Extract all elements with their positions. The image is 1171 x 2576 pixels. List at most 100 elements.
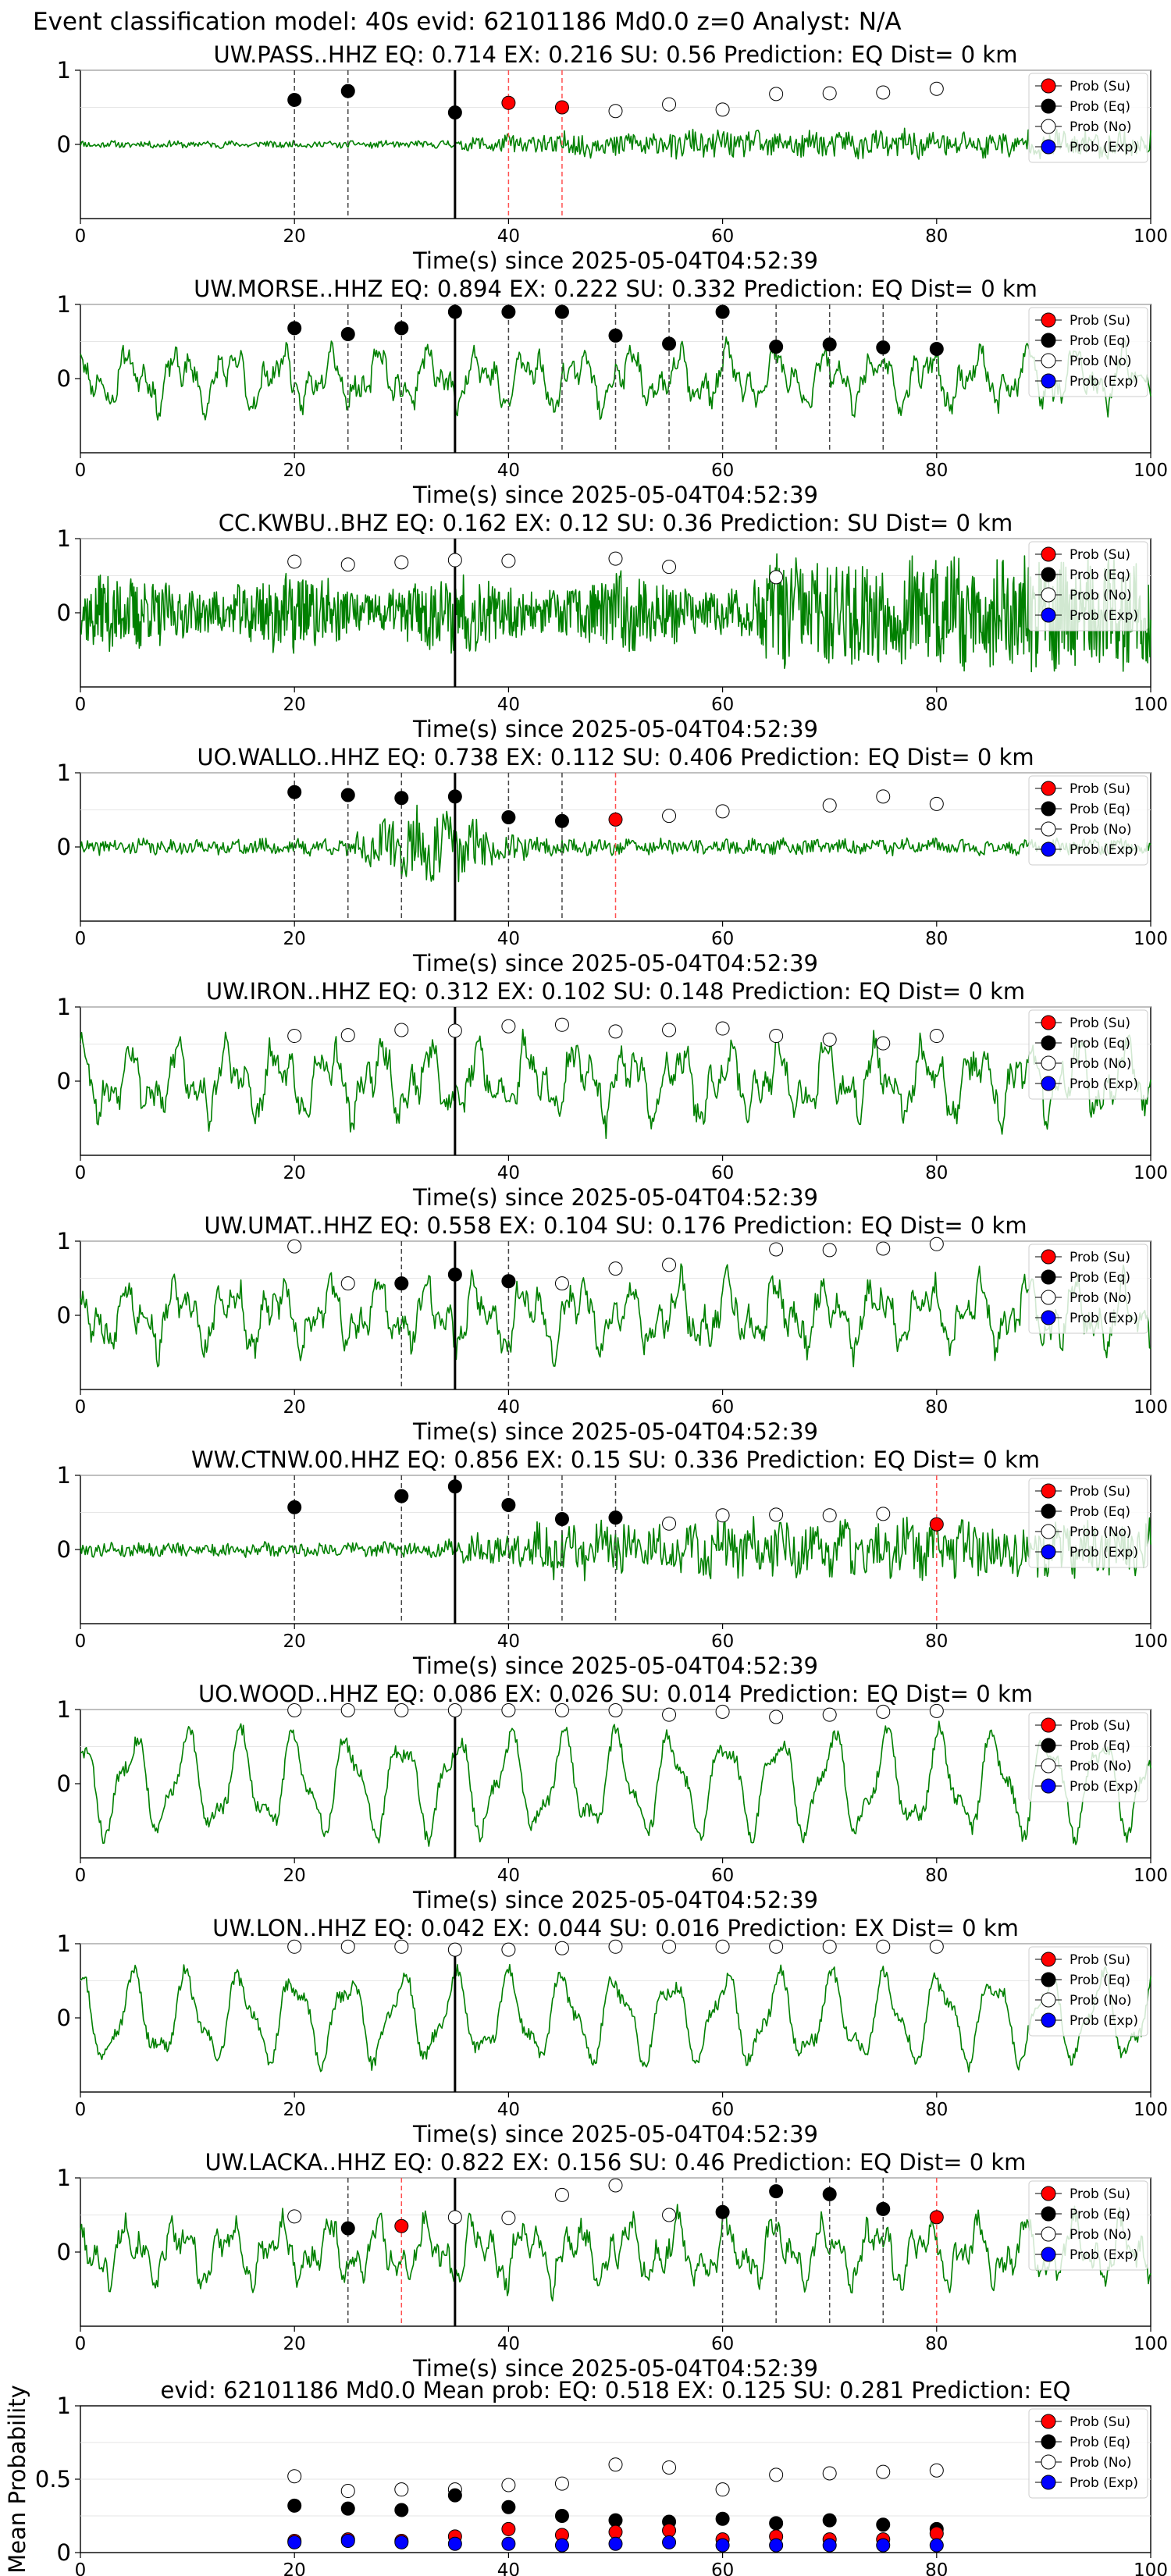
probability-point-no [662, 97, 677, 112]
panel-title: UW.MORSE..HHZ EQ: 0.894 EX: 0.222 SU: 0.… [194, 276, 1038, 302]
legend-marker-eq [1041, 98, 1056, 114]
legend-marker-no [1041, 119, 1056, 134]
panel-title: UW.LACKA..HHZ EQ: 0.822 EX: 0.156 SU: 0.… [205, 2149, 1027, 2176]
x-tick-label: 60 [711, 929, 734, 949]
y-tick-label: 1 [57, 2393, 71, 2419]
probability-point-su [608, 812, 623, 827]
legend-label-eq: Prob (Eq) [1070, 99, 1130, 115]
x-axis-label: Time(s) since 2025-05-04T04:52:39 [412, 2121, 818, 2147]
x-tick-label: 100 [1134, 929, 1168, 949]
x-tick-label: 0 [75, 1163, 87, 1183]
legend-label-su: Prob (Su) [1070, 313, 1130, 329]
mean-probability-point-eq [876, 2517, 891, 2532]
y-tick-label: 1 [57, 994, 71, 1020]
x-tick-label: 100 [1134, 2560, 1168, 2576]
x-tick-label: 80 [925, 2334, 948, 2354]
legend-label-eq: Prob (Eq) [1070, 1504, 1130, 1520]
probability-point-no [876, 1507, 891, 1521]
probability-point-eq [554, 1512, 569, 1527]
x-tick-label: 60 [711, 2100, 734, 2120]
mean-probability-point-eq [394, 2503, 409, 2517]
y-tick-label: 0 [57, 2539, 71, 2566]
legend-marker-eq [1041, 1972, 1056, 1987]
y-tick-label: 0 [57, 1302, 71, 1329]
x-tick-label: 20 [283, 695, 306, 715]
mean-probability-point-exp [929, 2538, 944, 2553]
x-tick-label: 80 [925, 1397, 948, 1418]
probability-point-eq [394, 321, 409, 336]
mean-probability-point-su [662, 2523, 677, 2538]
probability-point-no [715, 1704, 730, 1719]
probability-point-no [822, 1243, 837, 1258]
legend-label-su: Prob (Su) [1070, 547, 1130, 563]
x-tick-label: 80 [925, 226, 948, 247]
probability-point-no [287, 1029, 302, 1044]
legend-label-no: Prob (No) [1070, 1993, 1132, 2008]
x-tick-label: 20 [283, 2560, 306, 2576]
legend-label-su: Prob (Su) [1070, 2414, 1130, 2430]
x-tick-label: 80 [925, 2100, 948, 2120]
legend: Prob (Su) Prob (Eq) Prob (No) Prob (Exp) [1028, 541, 1148, 632]
legend-marker-exp [1041, 1778, 1056, 1794]
station-panel: CC.KWBU..BHZ EQ: 0.162 EX: 0.12 SU: 0.36… [57, 510, 1168, 742]
probability-point-no [876, 789, 891, 804]
probability-point-no [287, 1939, 302, 1954]
probability-point-no [447, 1023, 462, 1038]
station-panel: UW.LACKA..HHZ EQ: 0.822 EX: 0.156 SU: 0.… [57, 2149, 1168, 2382]
probability-point-no [394, 1939, 409, 1954]
probability-point-no [876, 1939, 891, 1954]
probability-point-no [769, 1029, 784, 1044]
x-tick-label: 0 [75, 2560, 87, 2576]
probability-point-no [929, 1939, 944, 1954]
legend-label-no: Prob (No) [1070, 1056, 1132, 1072]
legend-label-exp: Prob (Exp) [1070, 2013, 1138, 2029]
probability-point-no [501, 553, 516, 568]
mean-probability-point-no [608, 2457, 623, 2472]
legend-marker-no [1041, 587, 1056, 603]
x-tick-label: 80 [925, 1631, 948, 1652]
legend-marker-no [1041, 1055, 1056, 1071]
mean-probability-point-no [554, 2476, 569, 2491]
probability-point-eq [340, 84, 355, 98]
legend-marker-no [1041, 1290, 1056, 1305]
legend: Prob (Su) Prob (Eq) Prob (No) Prob (Exp) [1028, 1712, 1148, 1802]
probability-point-no [287, 1703, 302, 1717]
legend-label-exp: Prob (Exp) [1070, 1076, 1138, 1092]
probability-point-no [715, 1021, 730, 1036]
x-tick-label: 60 [711, 461, 734, 481]
legend-marker-su [1041, 781, 1056, 796]
probability-point-eq [876, 340, 891, 355]
plot-area [80, 1943, 1151, 2093]
probability-point-no [769, 1242, 784, 1257]
legend-label-exp: Prob (Exp) [1070, 1779, 1138, 1795]
legend-label-eq: Prob (Eq) [1070, 1036, 1130, 1051]
probability-point-eq [715, 304, 730, 319]
mean-probability-point-no [287, 2469, 302, 2484]
panel-title: CC.KWBU..BHZ EQ: 0.162 EX: 0.12 SU: 0.36… [219, 510, 1013, 536]
legend: Prob (Su) Prob (Eq) Prob (No) Prob (Exp) [1028, 1244, 1148, 1334]
y-tick-label: 1 [57, 57, 71, 84]
x-tick-label: 60 [711, 695, 734, 715]
probability-point-no [447, 1703, 462, 1717]
mean-probability-point-eq [769, 2516, 784, 2531]
legend-marker-no [1041, 2454, 1056, 2470]
probability-point-no [608, 1939, 623, 1954]
legend-label-su: Prob (Su) [1070, 1250, 1130, 1265]
legend-marker-eq [1041, 567, 1056, 582]
probability-point-eq [715, 2204, 730, 2219]
probability-point-eq [769, 2184, 784, 2199]
x-tick-label: 40 [497, 1631, 520, 1652]
probability-point-no [715, 1939, 730, 1954]
mean-probability-point-eq [447, 2488, 462, 2503]
probability-point-no [662, 560, 677, 575]
legend: Prob (Su) Prob (Eq) Prob (No) Prob (Exp) [1028, 1009, 1148, 1100]
probability-point-no [662, 2208, 677, 2222]
probability-point-eq [447, 789, 462, 804]
x-tick-label: 20 [283, 1866, 306, 1886]
probability-point-eq [822, 337, 837, 352]
legend: Prob (Su) Prob (Eq) Prob (No) Prob (Exp) [1028, 307, 1148, 397]
mean-probability-point-no [501, 2478, 516, 2492]
x-tick-label: 20 [283, 1397, 306, 1418]
x-tick-label: 60 [711, 1163, 734, 1183]
probability-point-eq [447, 1267, 462, 1282]
